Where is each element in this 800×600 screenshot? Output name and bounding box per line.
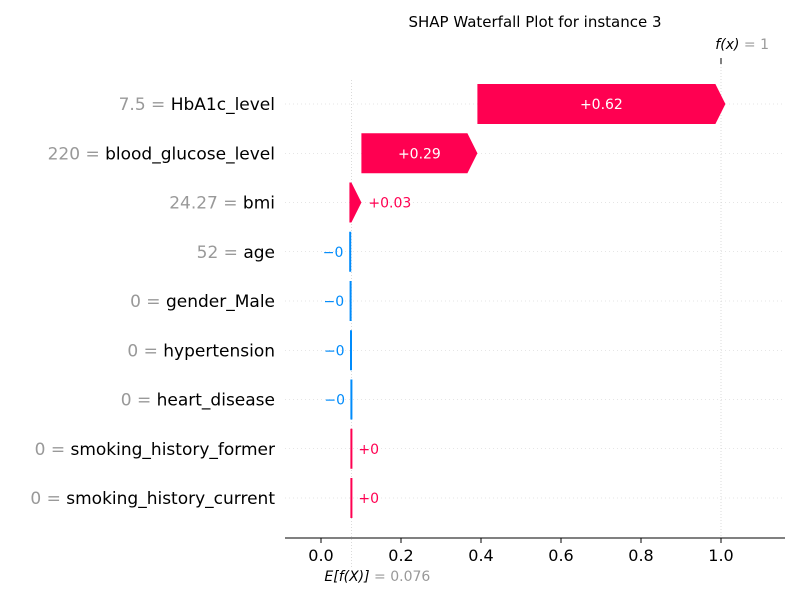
feature-name: bmi — [243, 194, 275, 214]
x-tick-label: 0.4 — [468, 546, 493, 565]
feature-name: hypertension — [163, 341, 275, 361]
feature-name: heart_disease — [157, 391, 275, 411]
shap-bar — [350, 379, 353, 420]
base-value-annotation: E[f(X)] = 0.076 — [324, 569, 430, 585]
x-tick-label: 0.8 — [628, 546, 653, 565]
x-tick-label: 0.0 — [308, 546, 333, 565]
shap-value-label: +0.62 — [580, 97, 623, 113]
feature-value: 220 — [48, 144, 80, 164]
feature-value: 0 — [35, 440, 46, 460]
shap-bar — [349, 182, 362, 223]
x-tick-label: 0.6 — [548, 546, 573, 565]
feature-name: age — [243, 243, 275, 263]
fx-value: 1 — [760, 37, 769, 53]
feature-name: HbA1c_level — [171, 95, 275, 115]
shap-value-label: +0 — [358, 442, 379, 458]
feature-tick-label: 0 = hypertension — [127, 341, 275, 361]
feature-value: 0 — [130, 292, 141, 312]
feature-name: smoking_history_current — [66, 489, 275, 509]
fx-label: f(x) — [715, 37, 739, 53]
feature-value: 52 — [197, 243, 219, 263]
feature-tick-label: 52 = age — [197, 243, 275, 263]
shap-bar — [350, 428, 353, 469]
feature-tick-label: 24.27 = bmi — [169, 194, 275, 214]
shap-bar — [361, 133, 478, 174]
fx-annotation: f(x) = 1 — [715, 37, 769, 53]
x-tick-label: 1.0 — [708, 546, 733, 565]
chart-title: SHAP Waterfall Plot for instance 3 — [408, 13, 661, 31]
shap-bar — [349, 231, 352, 272]
shap-value-label: +0.29 — [398, 146, 441, 162]
shap-value-label: −0 — [323, 245, 344, 261]
shap-bar — [349, 281, 352, 321]
feature-tick-label: 220 = blood_glucose_level — [48, 144, 275, 164]
feature-value: 0 — [30, 489, 41, 509]
feature-value: 0 — [127, 341, 138, 361]
shap-value-label: −0 — [324, 393, 345, 409]
feature-value: 0 — [121, 391, 132, 411]
shap-value-label: +0.03 — [368, 196, 411, 212]
base-value-label: E[f(X)] — [324, 569, 369, 585]
shap-bar — [477, 84, 726, 124]
shap-value-label: −0 — [324, 294, 345, 310]
feature-tick-label: 0 = smoking_history_former — [35, 440, 275, 460]
feature-name: blood_glucose_level — [105, 144, 275, 164]
feature-name: gender_Male — [166, 292, 275, 312]
feature-name: smoking_history_former — [70, 440, 275, 460]
feature-tick-label: 0 = gender_Male — [130, 292, 275, 312]
feature-tick-label: 0 = smoking_history_current — [30, 489, 275, 509]
feature-tick-label: 0 = heart_disease — [121, 391, 275, 411]
feature-value: 24.27 — [169, 194, 218, 214]
feature-tick-label: 7.5 = HbA1c_level — [119, 95, 275, 115]
feature-value: 7.5 — [119, 95, 146, 115]
shap-bar — [350, 478, 353, 518]
shap-bar — [350, 330, 352, 371]
x-tick-label: 0.2 — [388, 546, 413, 565]
shap-value-label: +0 — [358, 491, 379, 507]
base-value: 0.076 — [390, 569, 430, 585]
shap-value-label: −0 — [324, 343, 345, 359]
